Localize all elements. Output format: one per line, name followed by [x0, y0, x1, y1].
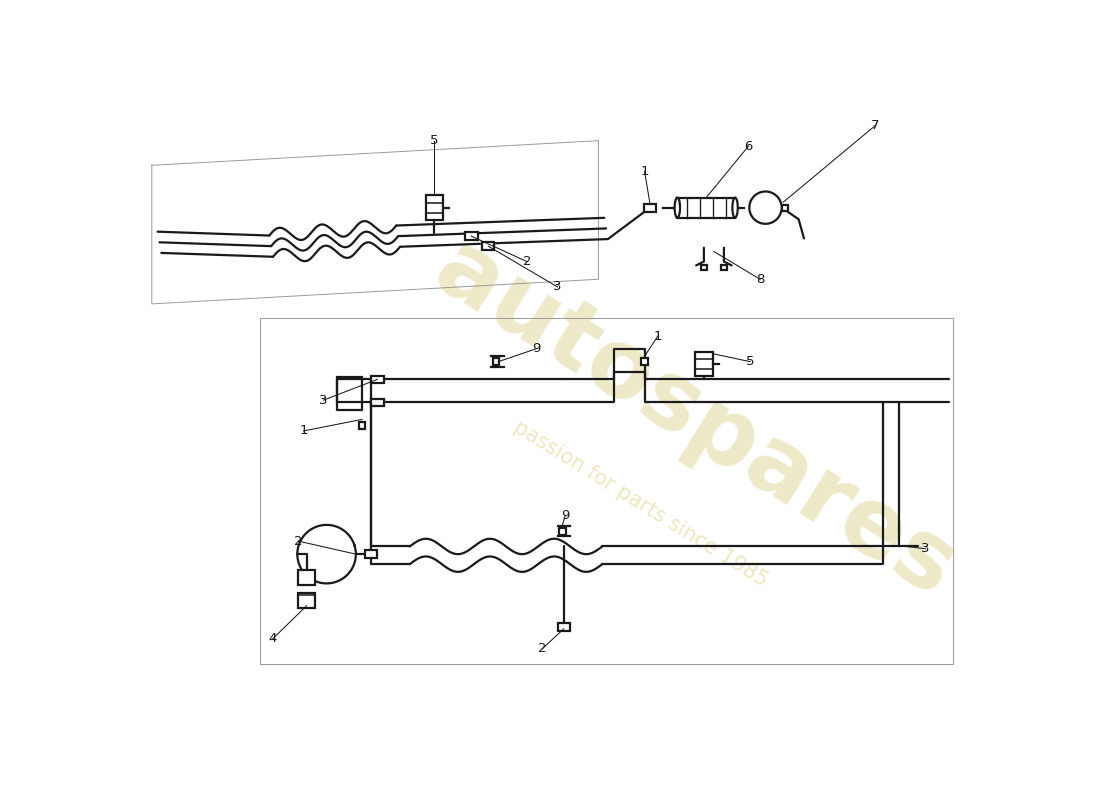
Text: 3: 3 — [922, 542, 930, 555]
Bar — [641, 358, 648, 365]
Bar — [558, 623, 570, 631]
Text: 9: 9 — [561, 509, 570, 522]
Text: 9: 9 — [532, 342, 541, 355]
Bar — [372, 398, 384, 406]
Bar — [559, 527, 565, 534]
Text: 8: 8 — [756, 273, 764, 286]
Text: 4: 4 — [268, 632, 277, 646]
Bar — [782, 205, 788, 210]
Text: passion for parts since 1985: passion for parts since 1985 — [510, 418, 771, 591]
Bar — [298, 593, 315, 608]
Text: 1: 1 — [299, 425, 308, 438]
Bar — [426, 195, 443, 220]
Bar — [678, 198, 735, 218]
Bar — [465, 232, 477, 240]
Bar — [482, 242, 494, 250]
Text: 3: 3 — [319, 394, 328, 406]
Text: 3: 3 — [553, 281, 562, 294]
Text: autospares: autospares — [418, 222, 971, 616]
Text: 2: 2 — [522, 255, 531, 268]
Ellipse shape — [733, 198, 738, 218]
Bar — [493, 358, 499, 365]
Text: 6: 6 — [745, 139, 752, 153]
Text: 5: 5 — [430, 134, 439, 147]
Text: 7: 7 — [871, 118, 880, 132]
Bar — [359, 422, 365, 429]
Bar — [722, 265, 727, 270]
Bar — [365, 550, 377, 558]
Text: 2: 2 — [538, 642, 547, 655]
Text: 1: 1 — [653, 330, 662, 342]
Bar — [644, 204, 656, 211]
Text: 2: 2 — [294, 534, 302, 547]
Bar — [298, 570, 315, 585]
Text: 1: 1 — [640, 165, 649, 178]
Bar — [695, 352, 713, 376]
Bar — [701, 265, 706, 270]
Bar — [372, 375, 384, 383]
Ellipse shape — [674, 198, 680, 218]
Text: 5: 5 — [746, 355, 755, 368]
